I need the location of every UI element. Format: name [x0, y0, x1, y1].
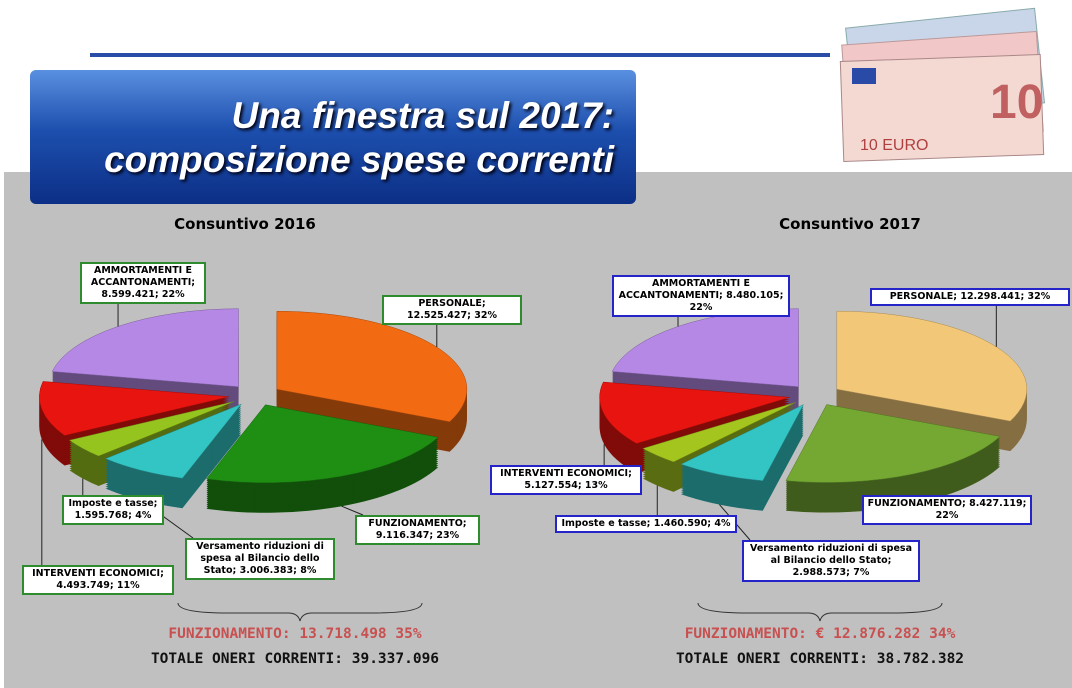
summary: TOTALE ONERI CORRENTI: 38.782.382 [675, 651, 965, 667]
title-line: composizione spese correnti [104, 139, 614, 180]
euro-notes: 10 10 EURO [839, 7, 1046, 162]
brace [697, 602, 943, 622]
data-label: INTERVENTI ECONOMICI; 4.493.749; 11% [22, 565, 174, 595]
summary: TOTALE ONERI CORRENTI: 39.337.096 [150, 651, 440, 667]
slice [642, 402, 797, 463]
slice [599, 381, 790, 444]
data-label: PERSONALE; 12.298.441; 32% [870, 288, 1070, 306]
title-line: Una finestra sul 2017: [231, 95, 614, 136]
data-label: AMMORTAMENTI E ACCANTONAMENTI; 8.480.105… [612, 275, 790, 317]
summary: FUNZIONAMENTO: € 12.876.282 34% [684, 626, 956, 642]
chart-title: Consuntivo 2016 [174, 215, 316, 233]
slide-title: Una finestra sul 2017: composizione spese… [30, 70, 636, 204]
data-label: Versamento riduzioni di spesa al Bilanci… [742, 540, 920, 582]
slice [68, 401, 235, 457]
slice [206, 404, 439, 484]
svg-text:10 EURO: 10 EURO [860, 137, 928, 154]
data-label: AMMORTAMENTI E ACCANTONAMENTI; 8.599.421… [80, 262, 206, 304]
svg-text:10: 10 [990, 76, 1043, 129]
chart-title: Consuntivo 2017 [779, 215, 921, 233]
brace [177, 602, 423, 622]
slice [836, 310, 1028, 422]
slice [51, 308, 239, 388]
data-label: Versamento riduzioni di spesa al Bilanci… [185, 538, 335, 580]
data-label: INTERVENTI ECONOMICI; 5.127.554; 13% [490, 465, 642, 495]
data-label: PERSONALE; 12.525.427; 32% [382, 295, 522, 325]
slice [104, 403, 243, 479]
slice [680, 404, 805, 482]
data-label: FUNZIONAMENTO; 8.427.119; 22% [862, 495, 1032, 525]
summary: FUNZIONAMENTO: 13.718.498 35% [168, 626, 422, 642]
slice [276, 310, 468, 423]
data-label: Imposte e tasse; 1.460.590; 4% [555, 515, 737, 533]
leader-line [341, 505, 364, 516]
data-label: FUNZIONAMENTO; 9.116.347; 23% [355, 515, 480, 545]
data-label: Imposte e tasse; 1.595.768; 4% [62, 495, 164, 525]
slice [785, 404, 1001, 483]
slice [39, 381, 230, 436]
